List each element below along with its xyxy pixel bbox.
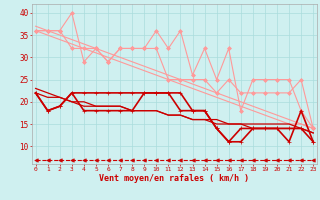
X-axis label: Vent moyen/en rafales ( km/h ): Vent moyen/en rafales ( km/h ) <box>100 174 249 183</box>
